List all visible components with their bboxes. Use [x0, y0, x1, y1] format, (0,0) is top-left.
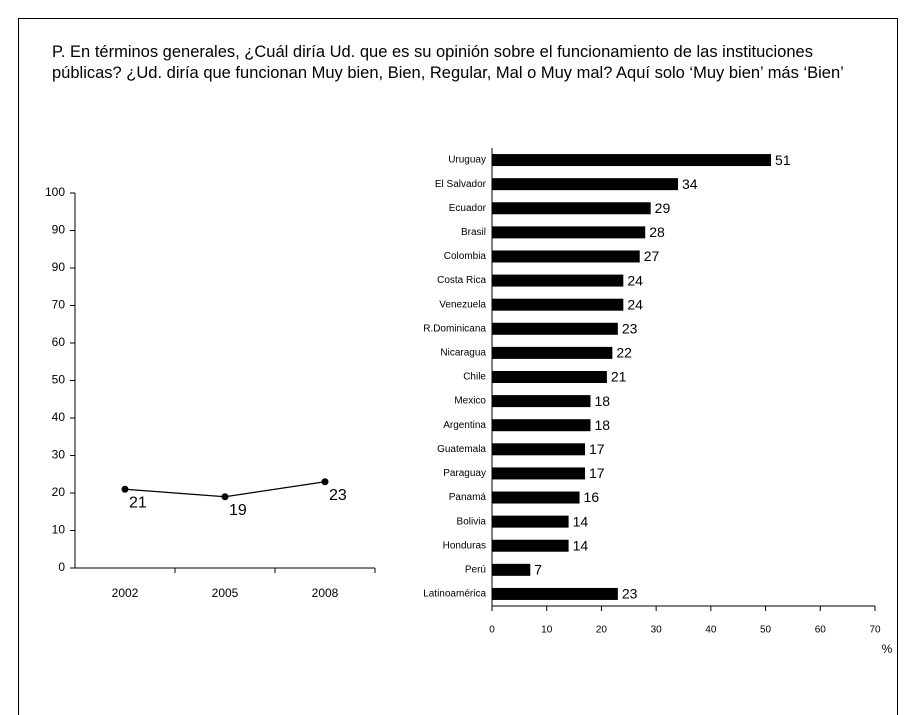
- y-tick-label: R.Dominicana: [423, 323, 486, 334]
- y-tick-label: 70: [52, 298, 66, 312]
- bar: [492, 467, 586, 480]
- bar: [492, 515, 569, 528]
- x-tick-label: 2008: [312, 586, 339, 600]
- bar: [492, 395, 591, 408]
- data-label: 24: [627, 272, 643, 288]
- y-tick-label: 40: [52, 410, 66, 424]
- bar: [492, 587, 618, 600]
- bar: [492, 346, 613, 359]
- y-tick-label: 30: [52, 448, 66, 462]
- data-label: 29: [655, 200, 671, 216]
- y-tick-label: 10: [52, 523, 66, 537]
- data-label: 7: [534, 562, 542, 578]
- bar: [492, 298, 624, 311]
- y-tick-label: Ecuador: [449, 203, 487, 214]
- bar: [492, 226, 646, 239]
- bar: [492, 539, 569, 552]
- data-label: 14: [573, 513, 589, 529]
- data-label: 23: [622, 320, 638, 336]
- y-tick-label: Perú: [465, 564, 486, 575]
- y-tick-label: El Salvador: [435, 179, 487, 190]
- y-tick-label: Venezuela: [439, 299, 486, 310]
- y-tick-label: Chile: [463, 372, 486, 383]
- data-label: 14: [573, 537, 589, 553]
- bar: [492, 154, 772, 167]
- data-label: 34: [682, 176, 698, 192]
- x-tick-label: 10: [541, 625, 553, 636]
- y-tick-label: Honduras: [443, 540, 486, 551]
- y-tick-label: Uruguay: [448, 155, 486, 166]
- point: [321, 478, 329, 486]
- y-tick-label: 60: [52, 335, 66, 349]
- y-tick-label: 50: [52, 373, 66, 387]
- bar: [492, 250, 640, 263]
- bar: [492, 371, 607, 383]
- x-tick-label: 30: [651, 625, 663, 636]
- data-label: 18: [594, 393, 610, 409]
- point: [121, 485, 129, 493]
- bar: [492, 274, 624, 287]
- y-tick-label: Colombia: [444, 251, 487, 262]
- y-tick-label: 90: [52, 260, 66, 274]
- y-tick-label: Brasil: [461, 227, 486, 238]
- x-axis-label: %: [882, 642, 893, 656]
- data-label: 19: [229, 502, 247, 519]
- data-label: 23: [329, 487, 347, 504]
- data-label: 16: [584, 489, 600, 505]
- bar: [492, 202, 651, 215]
- x-tick-label: 60: [815, 625, 827, 636]
- x-tick-label: 0: [489, 625, 495, 636]
- y-tick-label: 20: [52, 485, 66, 499]
- data-label: 27: [644, 248, 660, 264]
- data-label: 17: [589, 441, 605, 457]
- data-label: 22: [616, 345, 632, 361]
- y-tick-label: Guatemala: [437, 444, 486, 455]
- bar: [492, 178, 679, 191]
- bar: [492, 563, 531, 576]
- y-tick-label: Paraguay: [443, 468, 486, 479]
- y-tick-label: 0: [58, 560, 65, 574]
- y-tick-label: Nicaragua: [440, 348, 486, 359]
- bar: [492, 322, 618, 335]
- x-tick-label: 20: [596, 625, 608, 636]
- data-label: 21: [611, 369, 627, 385]
- data-label: 21: [129, 494, 147, 511]
- x-tick-label: 2005: [212, 586, 239, 600]
- y-tick-label: Bolivia: [457, 516, 487, 527]
- y-tick-label: Latinoamérica: [423, 589, 486, 600]
- data-label: 18: [594, 417, 610, 433]
- y-tick-label: Costa Rica: [437, 275, 486, 286]
- bar: [492, 419, 591, 432]
- data-label: 51: [775, 152, 791, 168]
- data-label: 17: [589, 465, 605, 481]
- y-tick-label: 90: [52, 223, 66, 237]
- data-label: 23: [622, 586, 638, 602]
- x-tick-label: 70: [869, 625, 881, 636]
- point: [221, 493, 229, 501]
- frame: [18, 18, 898, 715]
- bar: [492, 443, 586, 456]
- y-tick-label: Mexico: [454, 396, 486, 407]
- bar: [492, 491, 580, 504]
- data-label: 28: [649, 224, 665, 240]
- y-tick-label: 100: [45, 185, 65, 199]
- y-tick-label: Panamá: [449, 492, 487, 503]
- x-tick-label: 2002: [112, 586, 139, 600]
- y-tick-label: Argentina: [443, 420, 486, 431]
- data-label: 24: [627, 296, 643, 312]
- question: P. En términos generales, ¿Cuál diría Ud…: [52, 43, 844, 82]
- x-tick-label: 50: [760, 625, 772, 636]
- x-tick-label: 40: [705, 625, 717, 636]
